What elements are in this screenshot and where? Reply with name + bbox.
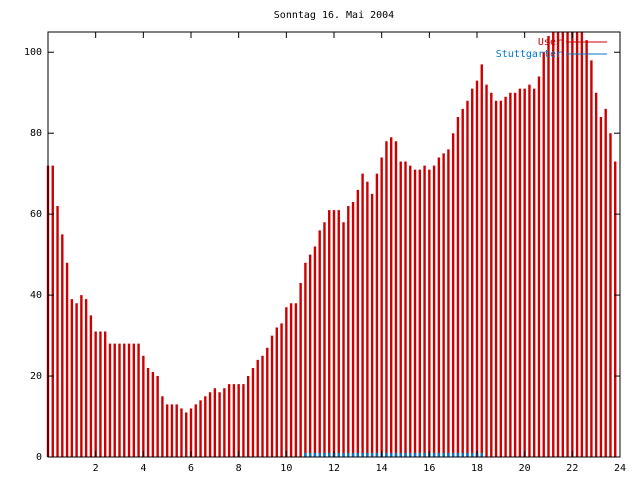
legend-label: Stuttgarter — [496, 49, 562, 60]
chart-title: Sonntag 16. Mai 2004 — [274, 10, 394, 21]
plot-area — [46, 32, 617, 457]
x-tick-label: 10 — [280, 463, 292, 474]
y-tick-label: 40 — [30, 290, 42, 301]
y-tick-label: 100 — [24, 47, 42, 58]
x-tick-label: 22 — [566, 463, 578, 474]
legend-label: User — [538, 37, 562, 48]
x-tick-label: 8 — [236, 463, 242, 474]
x-tick-label: 4 — [140, 463, 146, 474]
y-tick-label: 0 — [36, 452, 42, 463]
x-tick-label: 14 — [376, 463, 388, 474]
x-tick-label: 24 — [614, 463, 626, 474]
x-tick-label: 2 — [93, 463, 99, 474]
y-tick-label: 20 — [30, 371, 42, 382]
y-tick-label: 80 — [30, 128, 42, 139]
x-tick-label: 20 — [519, 463, 531, 474]
y-tick-label: 60 — [30, 209, 42, 220]
x-tick-label: 18 — [471, 463, 483, 474]
x-tick-label: 16 — [423, 463, 435, 474]
x-tick-label: 12 — [328, 463, 340, 474]
x-tick-label: 6 — [188, 463, 194, 474]
